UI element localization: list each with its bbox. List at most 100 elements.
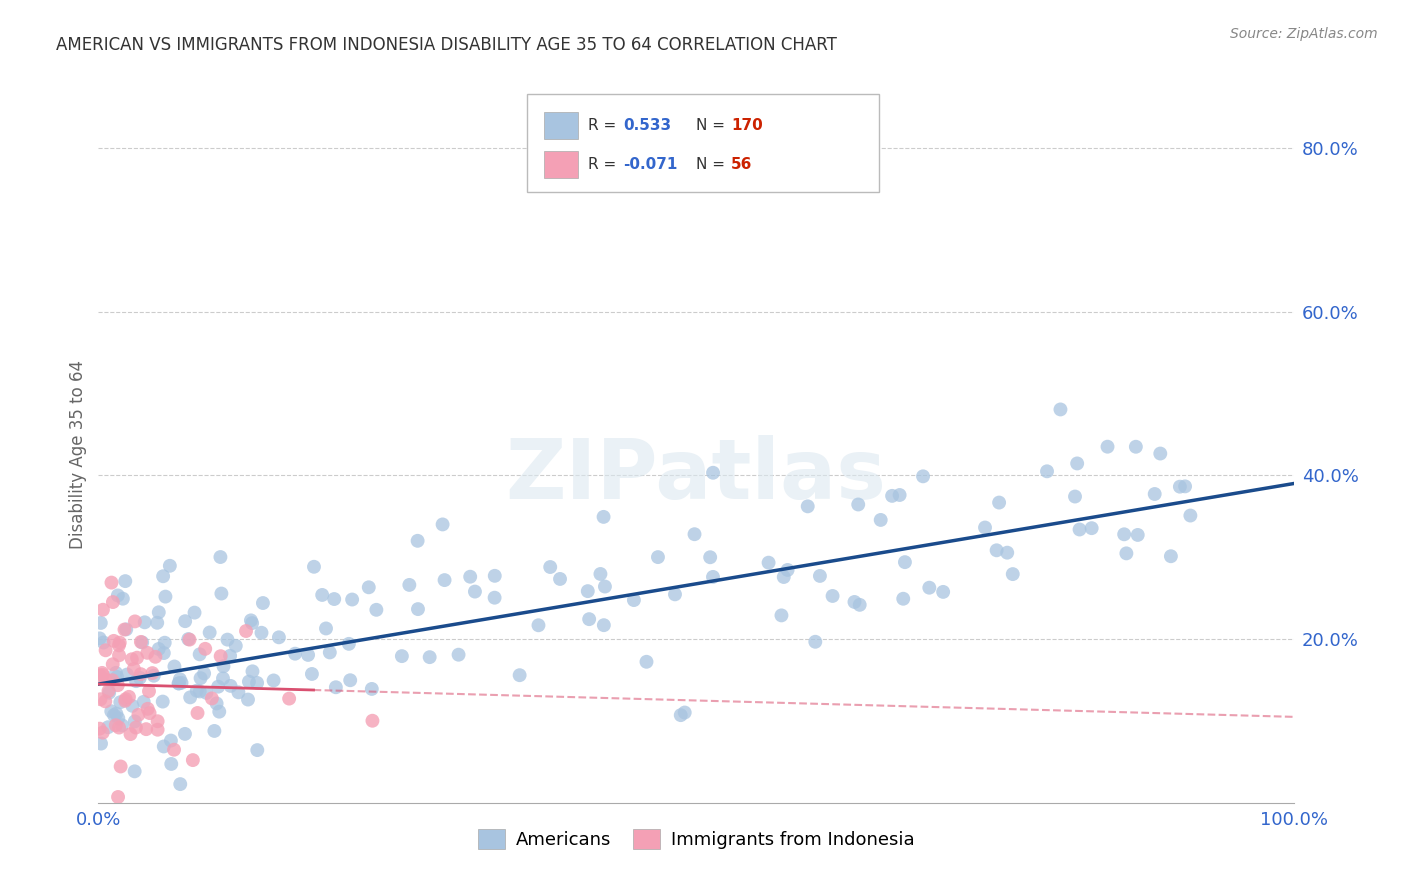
Point bbox=[114, 692, 136, 706]
Point bbox=[169, 777, 191, 791]
Point bbox=[160, 756, 183, 771]
Point bbox=[891, 591, 914, 606]
Point bbox=[111, 718, 134, 732]
Point bbox=[592, 509, 614, 524]
Point bbox=[315, 622, 337, 636]
Point bbox=[1180, 508, 1202, 523]
Point bbox=[846, 498, 869, 512]
Point bbox=[97, 684, 120, 698]
Point bbox=[110, 695, 132, 709]
Text: R =: R = bbox=[588, 119, 616, 133]
Point bbox=[110, 759, 132, 773]
Point bbox=[464, 584, 486, 599]
Legend: Americans, Immigrants from Indonesia: Americans, Immigrants from Indonesia bbox=[471, 822, 921, 856]
Point bbox=[104, 665, 127, 680]
Point bbox=[212, 672, 235, 686]
Point bbox=[94, 643, 117, 657]
Point bbox=[484, 569, 506, 583]
Point bbox=[406, 602, 429, 616]
Point bbox=[91, 603, 114, 617]
Point bbox=[664, 587, 686, 601]
Point bbox=[135, 722, 157, 736]
Point bbox=[89, 692, 111, 706]
Point bbox=[770, 608, 793, 623]
Point bbox=[194, 641, 217, 656]
Point bbox=[1114, 527, 1136, 541]
Point bbox=[131, 635, 153, 649]
Point bbox=[207, 680, 229, 694]
Point bbox=[209, 649, 232, 664]
Point bbox=[366, 603, 388, 617]
Text: N =: N = bbox=[696, 157, 725, 171]
Point bbox=[219, 648, 242, 663]
Point bbox=[111, 591, 134, 606]
Point bbox=[509, 668, 531, 682]
Point bbox=[94, 673, 117, 687]
Point bbox=[398, 578, 420, 592]
Point bbox=[225, 639, 247, 653]
Point bbox=[183, 606, 205, 620]
Point bbox=[174, 614, 197, 628]
Point bbox=[297, 648, 319, 662]
Point bbox=[593, 580, 616, 594]
Point bbox=[132, 695, 155, 709]
Point bbox=[101, 657, 124, 672]
Point bbox=[170, 675, 193, 690]
Y-axis label: Disability Age 35 to 64: Disability Age 35 to 64 bbox=[69, 360, 87, 549]
Point bbox=[145, 649, 167, 664]
Point bbox=[301, 667, 323, 681]
Point bbox=[90, 737, 112, 751]
Point bbox=[125, 721, 148, 735]
Point bbox=[250, 625, 273, 640]
Point bbox=[236, 692, 259, 706]
Point bbox=[169, 672, 191, 686]
Point bbox=[89, 722, 111, 736]
Point bbox=[869, 513, 891, 527]
Point bbox=[804, 634, 827, 648]
Text: R =: R = bbox=[588, 157, 616, 171]
Point bbox=[120, 727, 142, 741]
Point bbox=[179, 632, 201, 647]
Point bbox=[1125, 440, 1147, 454]
Point bbox=[1149, 446, 1171, 460]
Point bbox=[115, 667, 138, 681]
Point bbox=[1097, 440, 1119, 454]
Point bbox=[238, 674, 260, 689]
Point bbox=[107, 678, 129, 692]
Point bbox=[217, 632, 239, 647]
Point bbox=[122, 662, 145, 676]
Point bbox=[894, 555, 917, 569]
Point bbox=[319, 645, 342, 659]
Point bbox=[669, 708, 692, 723]
Point bbox=[138, 684, 160, 698]
Text: 0.533: 0.533 bbox=[623, 119, 671, 133]
Point bbox=[121, 652, 143, 666]
Point bbox=[152, 569, 174, 583]
Point bbox=[136, 702, 159, 716]
Point bbox=[138, 706, 160, 720]
Point bbox=[589, 566, 612, 581]
Point bbox=[419, 650, 441, 665]
Point bbox=[124, 714, 146, 729]
Point bbox=[108, 648, 131, 663]
Point bbox=[201, 691, 224, 706]
Point bbox=[325, 680, 347, 694]
Point bbox=[882, 489, 904, 503]
Point bbox=[263, 673, 285, 688]
Point bbox=[974, 520, 997, 534]
Text: Source: ZipAtlas.com: Source: ZipAtlas.com bbox=[1230, 27, 1378, 41]
Point bbox=[128, 671, 150, 685]
Point bbox=[360, 681, 382, 696]
Point bbox=[889, 488, 911, 502]
Point bbox=[246, 743, 269, 757]
Point bbox=[153, 646, 176, 660]
Point bbox=[90, 615, 112, 630]
Point bbox=[101, 673, 124, 688]
Text: 56: 56 bbox=[731, 157, 752, 171]
Point bbox=[576, 584, 599, 599]
Point bbox=[772, 570, 794, 584]
Point bbox=[918, 581, 941, 595]
Point bbox=[124, 615, 146, 629]
Point bbox=[94, 694, 117, 708]
Point bbox=[152, 695, 174, 709]
